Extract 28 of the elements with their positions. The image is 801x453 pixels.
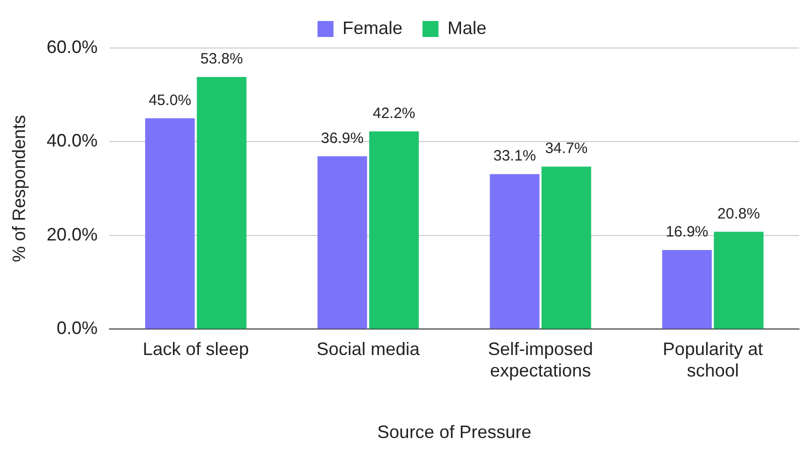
bar xyxy=(490,174,540,329)
bar xyxy=(662,250,712,329)
data-label: 20.8% xyxy=(717,205,760,222)
y-tick-label: 40.0% xyxy=(46,130,98,151)
x-tick-label: Popularity at school xyxy=(662,338,763,381)
data-label: 34.7% xyxy=(545,140,588,158)
y-tick-label: 20.0% xyxy=(46,224,98,244)
y-tick-label: 60.0% xyxy=(46,36,98,57)
bar xyxy=(369,131,419,329)
x-axis-title: Source of Pressure xyxy=(377,422,532,442)
data-label: 53.8% xyxy=(200,50,243,68)
legend-label: Female xyxy=(342,18,403,38)
x-tick-label: Social media xyxy=(316,338,421,359)
data-label: 42.2% xyxy=(372,105,416,122)
y-axis-title: % of Respondents xyxy=(8,115,29,262)
bar xyxy=(542,166,592,329)
bar xyxy=(317,156,368,329)
bar xyxy=(714,232,764,329)
data-label: 16.9% xyxy=(666,224,708,241)
bar xyxy=(145,118,195,329)
legend-label: Male xyxy=(448,18,487,38)
x-tick-label: Lack of sleep xyxy=(142,338,249,359)
data-label: 36.9% xyxy=(321,130,364,147)
y-tick-label: 0.0% xyxy=(56,318,98,338)
data-label: 45.0% xyxy=(148,92,192,109)
bar xyxy=(196,77,246,329)
x-tick-label: Self-imposed expectations xyxy=(488,338,594,381)
data-label: 33.1% xyxy=(493,148,536,165)
